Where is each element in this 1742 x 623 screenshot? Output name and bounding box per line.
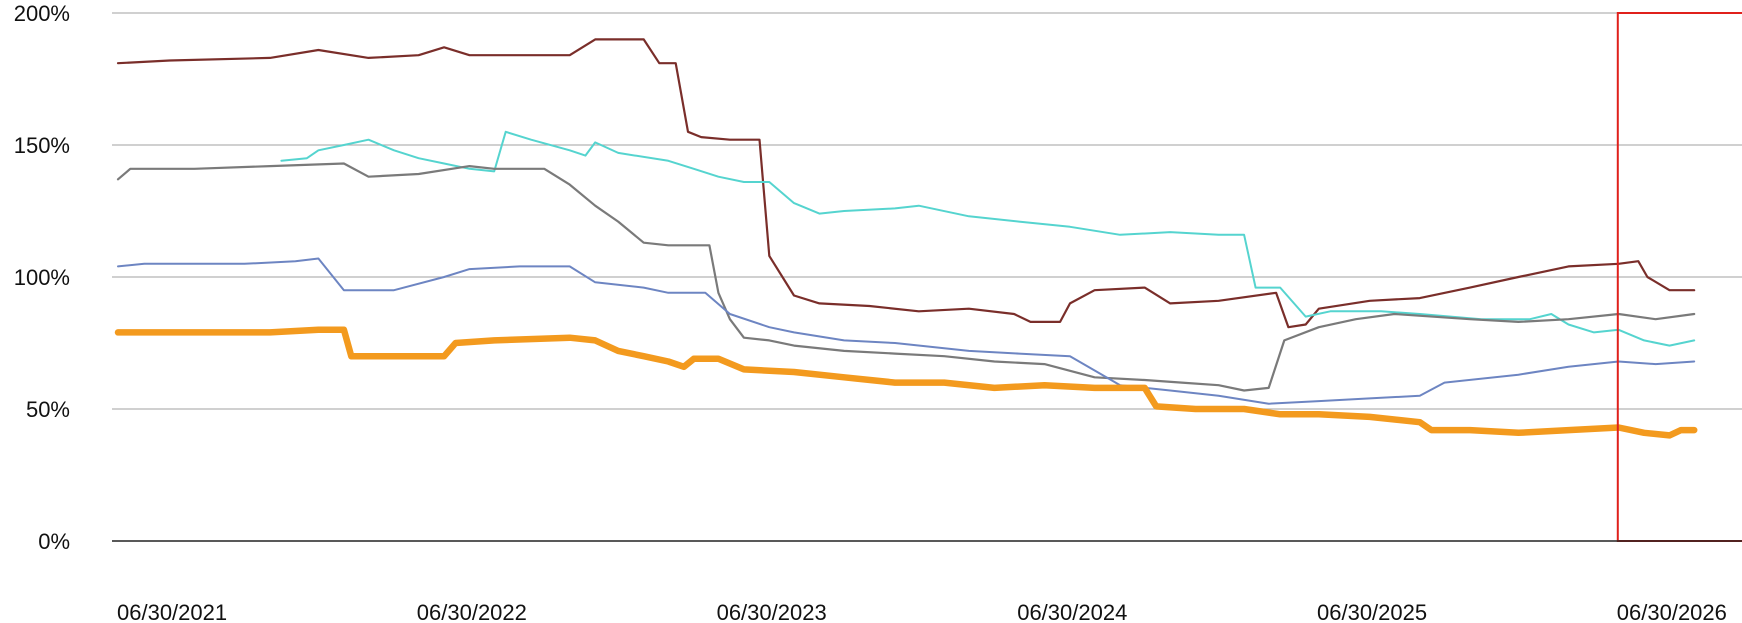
series-line-2 — [280, 130, 1696, 347]
series-line-4 — [117, 257, 1696, 405]
y-tick-label: 150% — [14, 133, 70, 158]
x-tick-label: 06/30/2023 — [717, 600, 827, 623]
x-tick-label: 06/30/2024 — [1017, 600, 1127, 623]
x-tick-label: 06/30/2026 — [1617, 600, 1727, 623]
gridlines — [112, 12, 1742, 410]
series-lines — [114, 38, 1698, 439]
y-tick-label: 50% — [26, 397, 70, 422]
series-line-1 — [116, 38, 1696, 329]
tick-labels: 0% 50% 100% 150% 200% 06/30/2021 06/30/2022 06/… — [14, 1, 1727, 623]
series-line-3 — [116, 162, 1696, 392]
y-tick-label: 0% — [38, 529, 70, 554]
x-tick-label: 06/30/2021 — [117, 600, 227, 623]
series-line-5 — [114, 326, 1698, 439]
x-tick-label: 06/30/2025 — [1317, 600, 1427, 623]
y-tick-label: 100% — [14, 265, 70, 290]
x-tick-label: 06/30/2022 — [417, 600, 527, 623]
y-tick-label: 200% — [14, 1, 70, 26]
